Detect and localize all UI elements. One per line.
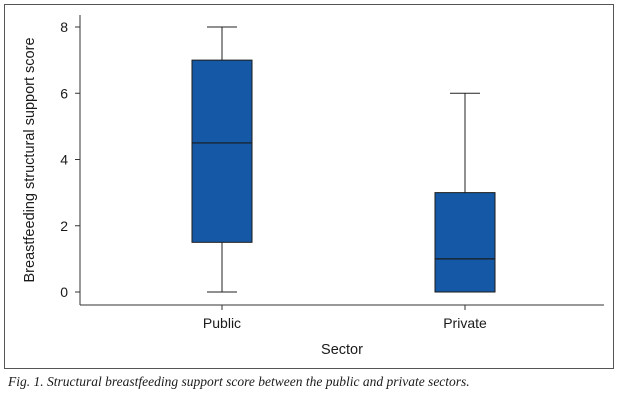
chart-boxes [191,26,496,293]
iqr-box [434,192,496,293]
y-tick-label: 0 [60,284,68,300]
iqr-box [191,59,253,243]
x-axis-label: Sector [321,342,363,358]
box-private [434,92,496,293]
figure-frame [4,4,614,369]
y-tick-label: 8 [60,19,68,35]
figure-caption: Fig. 1. Structural breastfeeding support… [8,374,470,389]
y-tick-label: 2 [60,218,68,234]
box-public [191,26,253,293]
y-axis-label: Breastfeeding structural support score [22,37,38,282]
x-tick-label: Public [203,315,241,331]
x-tick-label: Private [443,315,487,331]
box-plot-chart: 0 2 4 6 8 Public Private Breastfeeding structu… [22,15,604,358]
chart-axes: 0 2 4 6 8 Public Private [60,15,604,331]
y-tick-label: 4 [60,152,68,168]
y-tick-label: 6 [60,85,68,101]
